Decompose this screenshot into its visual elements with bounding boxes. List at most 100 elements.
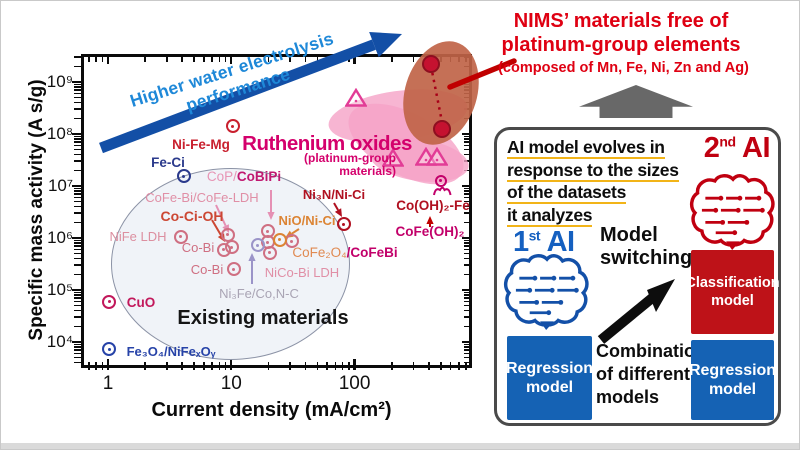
axis-tick (464, 361, 469, 364)
data-point-circle (226, 262, 241, 277)
axis-tick (166, 57, 168, 62)
axis-tick (193, 57, 195, 62)
axis-tick (74, 138, 81, 140)
axis-tick (412, 57, 415, 62)
axis-tick (462, 288, 470, 292)
axis-tick (88, 362, 90, 370)
axis-tick (464, 144, 469, 147)
axis-tick (74, 86, 81, 88)
data-point-circle (102, 342, 117, 357)
axis-tick (74, 169, 81, 172)
point-label: CuO (126, 295, 156, 310)
axis-tick (74, 273, 81, 276)
axis-tick (464, 297, 469, 299)
x-tick-label: 10 (220, 373, 242, 394)
axis-tick (74, 294, 81, 296)
ruthenium-oxides-sublabel: (platinum-group materials) (304, 151, 396, 178)
axis-tick (74, 96, 81, 99)
axis-tick (74, 196, 81, 199)
axis-tick (464, 248, 469, 251)
axis-tick (74, 291, 81, 294)
axis-tick (449, 362, 452, 370)
axis-tick (74, 242, 81, 244)
axis-tick (267, 362, 270, 370)
nims-headline-line3: (composed of Mn, Fe, Ni, Zn and Ag) (498, 60, 749, 76)
data-point-circle (216, 242, 231, 257)
axis-tick (74, 135, 81, 138)
ai-brain-icon-blue (503, 254, 589, 330)
axis-tick (144, 57, 146, 62)
axis-tick (464, 252, 469, 255)
point-label: Ni-Fe-Mg (172, 137, 230, 152)
axis-tick (72, 340, 82, 344)
axis-tick (464, 212, 469, 214)
axis-tick (106, 57, 110, 64)
x-axis-title: Current density (mA/cm²) (151, 399, 392, 421)
y-tick-label: 10⁸ (46, 124, 73, 143)
axis-tick (390, 57, 393, 62)
axis-tick (390, 362, 393, 370)
axis-tick (72, 288, 82, 292)
axis-tick (464, 352, 469, 355)
axis-tick (464, 304, 469, 307)
axis-tick (211, 362, 213, 370)
nims-headline-line1: NIMS’ materials free of (513, 10, 729, 32)
axis-tick (218, 57, 221, 62)
data-point-circle (225, 119, 240, 134)
axis-tick (464, 349, 469, 351)
axis-tick (74, 245, 81, 247)
axis-tick (74, 89, 81, 91)
axis-tick (464, 200, 469, 203)
axis-tick (230, 359, 233, 370)
axis-tick (224, 362, 227, 370)
axis-tick (464, 245, 469, 247)
axis-tick (458, 362, 460, 370)
axis-tick (74, 148, 81, 151)
axis-tick (464, 356, 469, 359)
axis-tick (211, 57, 213, 62)
axis-tick (464, 138, 469, 140)
axis-tick (74, 144, 81, 147)
axis-tick (101, 362, 104, 370)
axis-tick (464, 190, 469, 192)
axis-tick (74, 349, 81, 351)
first-ai-label: 1st AI (513, 226, 575, 258)
classification-model-box: Classification model (685, 250, 780, 334)
data-point-triangle (382, 148, 405, 167)
data-point-triangle (344, 88, 367, 107)
nims-data-point (422, 55, 441, 74)
axis-tick (203, 57, 205, 62)
axis-tick (74, 239, 81, 242)
axis-tick (74, 153, 81, 156)
axis-tick (74, 190, 81, 192)
axis-tick (462, 184, 470, 188)
axis-tick (353, 359, 356, 370)
axis-tick (74, 56, 81, 58)
axis-tick (74, 252, 81, 255)
axis-tick (95, 57, 97, 62)
axis-tick (412, 362, 415, 370)
point-label: Ni₃Fe/Co,N-C (219, 286, 299, 301)
axis-tick (74, 160, 81, 162)
axis-tick (74, 108, 81, 110)
data-point-circle (250, 238, 265, 253)
axis-tick (464, 141, 469, 143)
axis-tick (74, 212, 81, 214)
y-tick-label: 10⁶ (47, 228, 73, 247)
axis-tick (72, 80, 82, 84)
data-point-circle (176, 169, 191, 184)
axis-tick (88, 57, 90, 62)
axis-tick (348, 362, 350, 370)
axis-tick (464, 221, 469, 224)
axis-tick (74, 205, 81, 208)
axis-tick (74, 309, 81, 312)
x-tick-label: 100 (338, 373, 371, 394)
axis-tick (74, 257, 81, 260)
axis-tick (439, 362, 442, 370)
axis-tick (326, 362, 329, 370)
axis-tick (464, 294, 469, 296)
axis-tick (464, 148, 469, 151)
data-point-circle (336, 217, 351, 232)
nims-data-point (433, 119, 452, 138)
bottom-border-strip (1, 443, 799, 449)
